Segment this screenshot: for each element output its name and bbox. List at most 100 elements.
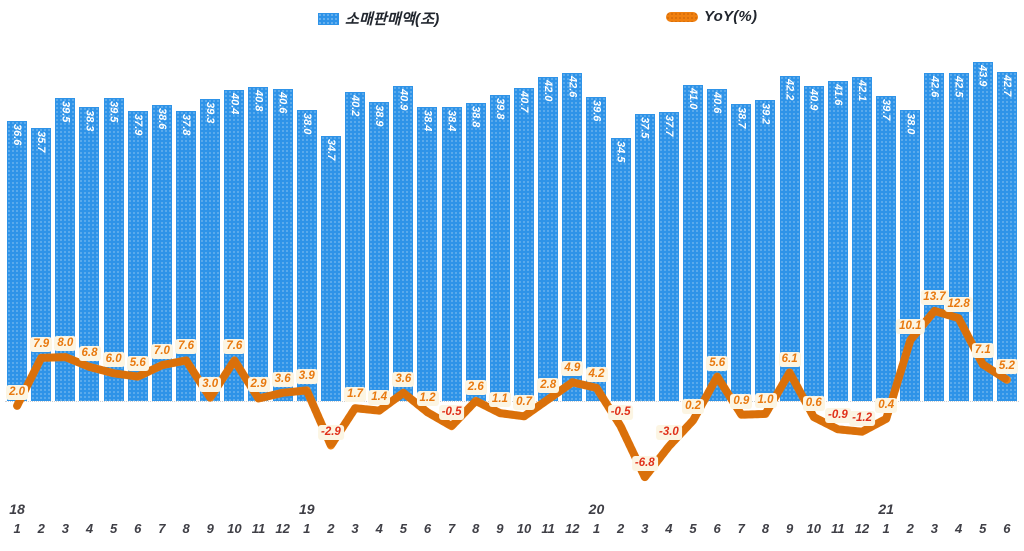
- retail-sales-bar[interactable]: 40.6: [707, 88, 728, 401]
- retail-sales-bar[interactable]: 42.7: [996, 71, 1017, 401]
- retail-sales-bar[interactable]: 39.6: [586, 96, 607, 401]
- yoy-value-label: -0.9: [825, 408, 851, 424]
- bar-value-label: 39.2: [759, 103, 772, 125]
- retail-sales-bar[interactable]: 42.6: [562, 72, 583, 401]
- retail-sales-bar[interactable]: 42.0: [538, 77, 559, 401]
- bar-value-label: 42.0: [542, 80, 555, 102]
- axis-slot: 2: [29, 501, 53, 541]
- retail-sales-bar[interactable]: 38.4: [417, 106, 438, 401]
- yoy-value-label: -0.5: [438, 405, 465, 421]
- yoy-value-label: 12.8: [944, 297, 973, 313]
- retail-sales-bar[interactable]: 40.9: [393, 86, 414, 401]
- retail-sales-bar[interactable]: 38.8: [465, 103, 486, 401]
- legend-item-yoy[interactable]: YoY(%): [666, 8, 757, 25]
- yoy-value-label: 3.9: [295, 369, 318, 385]
- retail-sales-bar[interactable]: 41.0: [683, 85, 703, 401]
- retail-sales-bar[interactable]: 40.7: [514, 87, 535, 401]
- retail-sales-bar[interactable]: 37.9: [127, 110, 148, 401]
- bar-value-label: 37.5: [638, 116, 651, 139]
- retail-sales-bar[interactable]: 38.7: [731, 104, 752, 401]
- axis-slot: 5: [681, 501, 705, 541]
- retail-sales-bar[interactable]: 37.7: [658, 112, 679, 401]
- bar-slot: 40.7: [512, 62, 536, 401]
- axis-slot: 12: [850, 501, 874, 541]
- retail-sales-bar[interactable]: 38.9: [369, 102, 390, 401]
- bar-value-label: 37.8: [180, 114, 193, 136]
- retail-sales-bar[interactable]: 36.6: [7, 121, 28, 401]
- bar-slot: 38.9: [367, 62, 391, 401]
- retail-sales-bar[interactable]: 35.7: [31, 128, 52, 401]
- month-tick-label: 7: [158, 521, 166, 536]
- bar-value-label: 36.6: [11, 124, 24, 146]
- retail-sales-bar[interactable]: 34.7: [320, 136, 341, 401]
- bar-slot: 41.0: [681, 62, 705, 401]
- bar-value-label: 40.8: [252, 90, 265, 112]
- bar-slot: 35.7: [29, 62, 53, 401]
- legend-item-retail-sales[interactable]: 소매판매액(조): [318, 8, 439, 29]
- month-tick-label: 5: [110, 521, 118, 536]
- month-tick-label: 6: [1003, 521, 1011, 536]
- retail-sales-bar[interactable]: 39.2: [755, 100, 776, 401]
- x-axis: 18 1 2 3 4 5 6 7 8 9 10 11 12 19 1 2 3 4 5 6 7 8 9 10 11 12 20 1 2 3 4…: [5, 501, 1019, 541]
- retail-sales-bar[interactable]: 42.2: [779, 75, 800, 401]
- yoy-value-label: -6.8: [631, 456, 658, 472]
- retail-sales-bar[interactable]: 39.5: [55, 97, 76, 401]
- month-tick-label: 8: [472, 521, 480, 536]
- bar-slot: 39.6: [584, 62, 608, 401]
- bar-value-label: 43.9: [976, 65, 989, 87]
- bar-slot: 40.6: [705, 62, 729, 401]
- year-tick-label: 18: [9, 501, 25, 517]
- month-tick-label: 12: [854, 521, 870, 536]
- axis-slot: 12: [271, 501, 295, 541]
- month-tick-label: 11: [541, 521, 555, 536]
- yoy-line-stroke: [13, 306, 1011, 482]
- axis-slot: 8: [753, 501, 777, 541]
- bar-value-label: 42.7: [1000, 74, 1013, 97]
- yoy-value-label: -0.5: [607, 405, 634, 421]
- axis-slot: 18 1: [5, 501, 29, 541]
- bar-slot: 37.9: [126, 62, 150, 401]
- retail-sales-bar[interactable]: 40.9: [803, 86, 824, 401]
- axis-slot: 7: [150, 501, 174, 541]
- retail-sales-bar[interactable]: 39.5: [103, 97, 124, 401]
- retail-sales-bar[interactable]: 39.3: [200, 99, 221, 401]
- bar-value-label: 42.1: [855, 79, 868, 101]
- retail-sales-bar[interactable]: 40.8: [248, 87, 269, 401]
- retail-sales-bar[interactable]: 38.4: [441, 106, 462, 401]
- month-tick-label: 12: [565, 521, 580, 536]
- month-tick-label: 5: [979, 521, 987, 536]
- retail-sales-bar[interactable]: 37.8: [176, 111, 197, 401]
- retail-sales-bar[interactable]: 34.5: [610, 138, 631, 401]
- bar-value-label: 38.9: [373, 105, 386, 127]
- retail-sales-bar[interactable]: 39.8: [489, 95, 510, 401]
- axis-slot: 21 1: [874, 501, 898, 541]
- yoy-value-label: 2.8: [537, 378, 560, 394]
- retail-sales-bar[interactable]: 43.9: [972, 62, 993, 401]
- month-tick-label: 3: [351, 521, 359, 536]
- retail-sales-bar[interactable]: 38.6: [151, 104, 172, 401]
- legend-label-retail-sales: 소매판매액(조): [345, 11, 440, 28]
- retail-sales-bar[interactable]: 42.1: [851, 76, 872, 401]
- month-tick-label: 1: [882, 521, 890, 536]
- retail-sales-bar[interactable]: 40.6: [272, 88, 293, 401]
- axis-slot: 3: [343, 501, 367, 541]
- month-tick-label: 3: [61, 521, 69, 536]
- retail-sales-bar[interactable]: 38.3: [79, 107, 100, 401]
- bar-value-label: 42.6: [566, 75, 579, 97]
- bar-value-label: 40.4: [228, 93, 241, 115]
- bar-slot: 38.6: [150, 62, 174, 401]
- bar-value-label: 41.6: [831, 83, 844, 106]
- legend-label-yoy: YoY(%): [704, 8, 758, 25]
- retail-sales-bar[interactable]: 40.2: [345, 91, 366, 401]
- retail-sales-bar[interactable]: 38.0: [296, 109, 317, 401]
- month-tick-label: 8: [182, 521, 190, 536]
- retail-sales-bar[interactable]: 41.6: [827, 80, 848, 401]
- retail-sales-bar[interactable]: 40.4: [224, 90, 245, 401]
- retail-sales-bar[interactable]: 39.7: [876, 95, 897, 401]
- retail-sales-bar[interactable]: 37.5: [634, 113, 655, 401]
- bar-series-swatch-icon: [318, 12, 339, 25]
- yoy-value-label: 10.1: [896, 319, 925, 335]
- axis-slot: 8: [464, 501, 488, 541]
- yoy-value-label: 1.0: [754, 392, 777, 408]
- yoy-value-label: -1.2: [849, 410, 875, 426]
